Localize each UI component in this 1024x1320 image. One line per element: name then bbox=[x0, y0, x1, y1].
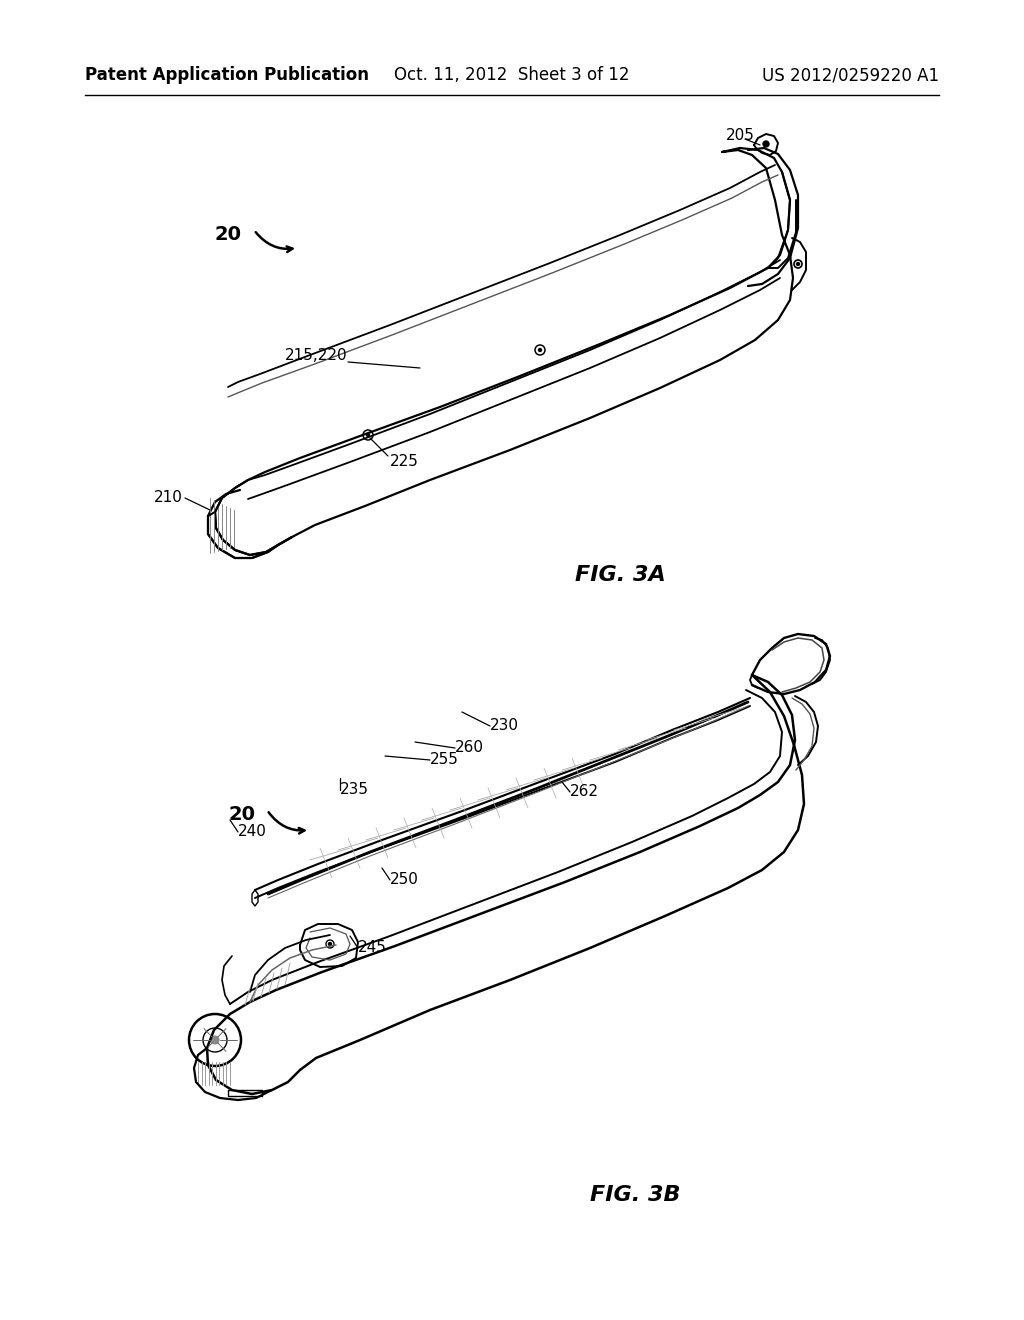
Text: 240: 240 bbox=[238, 825, 267, 840]
Text: 262: 262 bbox=[570, 784, 599, 800]
Circle shape bbox=[797, 263, 800, 265]
Text: US 2012/0259220 A1: US 2012/0259220 A1 bbox=[762, 66, 939, 84]
Text: 230: 230 bbox=[490, 718, 519, 734]
Circle shape bbox=[539, 348, 542, 351]
Text: 225: 225 bbox=[390, 454, 419, 470]
Circle shape bbox=[763, 141, 769, 147]
Circle shape bbox=[367, 433, 370, 437]
Text: 20: 20 bbox=[215, 226, 242, 244]
Text: 245: 245 bbox=[358, 940, 387, 956]
Text: 215,220: 215,220 bbox=[285, 347, 347, 363]
Text: 20: 20 bbox=[228, 805, 255, 825]
Text: Patent Application Publication: Patent Application Publication bbox=[85, 66, 369, 84]
Circle shape bbox=[211, 1036, 219, 1044]
Text: 210: 210 bbox=[155, 491, 183, 506]
Text: FIG. 3B: FIG. 3B bbox=[590, 1185, 681, 1205]
Text: 235: 235 bbox=[340, 783, 369, 797]
Text: 205: 205 bbox=[726, 128, 755, 143]
Text: 255: 255 bbox=[430, 752, 459, 767]
Text: FIG. 3A: FIG. 3A bbox=[575, 565, 666, 585]
Text: 250: 250 bbox=[390, 873, 419, 887]
Text: Oct. 11, 2012  Sheet 3 of 12: Oct. 11, 2012 Sheet 3 of 12 bbox=[394, 66, 630, 84]
Text: 260: 260 bbox=[455, 741, 484, 755]
Circle shape bbox=[329, 942, 332, 945]
